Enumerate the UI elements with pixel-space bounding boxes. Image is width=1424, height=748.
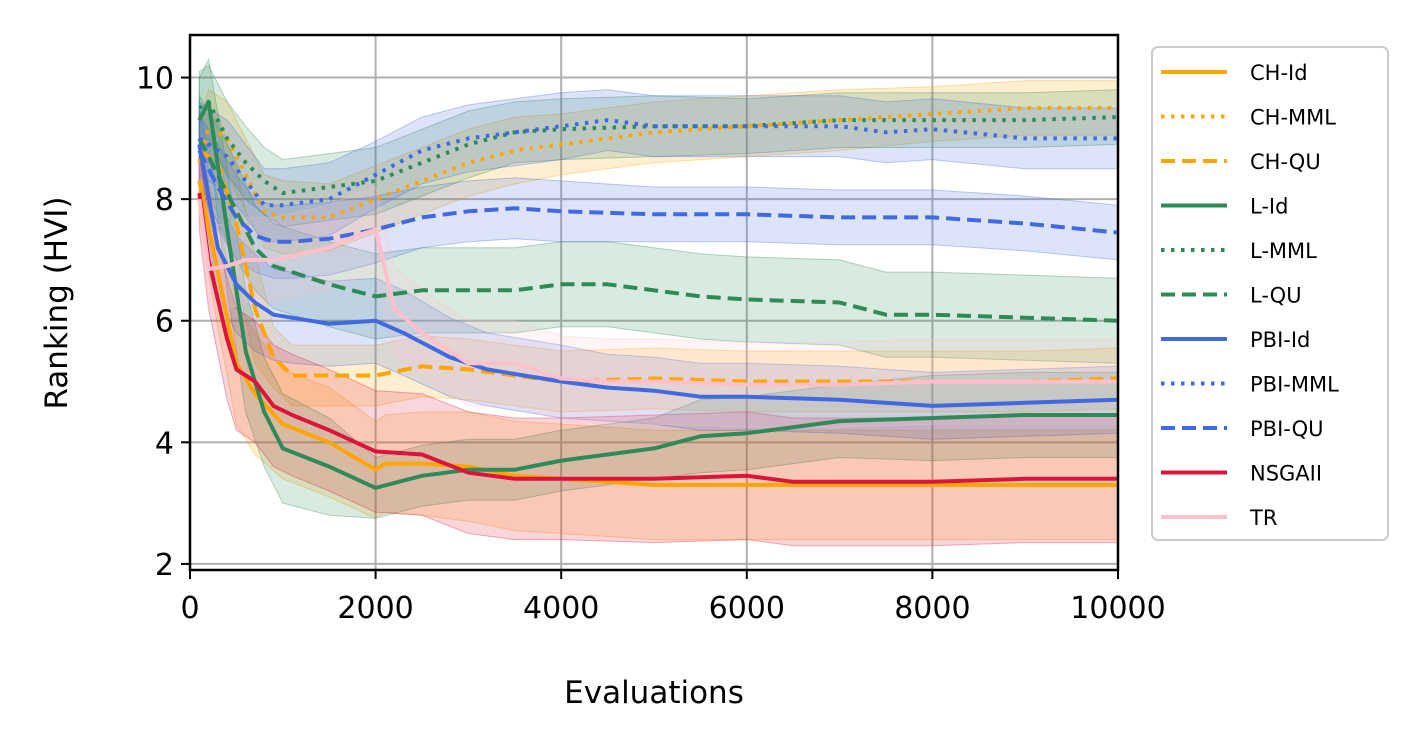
series-lines (197, 99, 1118, 490)
band-nsgaii (198, 156, 1118, 547)
y-tick-label: 10 (136, 62, 174, 97)
line-nsgaii (197, 192, 1118, 484)
legend-label-l-qu: L-QU (1250, 284, 1302, 308)
line-l-id (197, 99, 1118, 490)
legend-label-ch-qu: CH-QU (1250, 150, 1321, 174)
y-tick-label: 8 (155, 183, 174, 218)
legend-label-pbi-mml: PBI-MML (1250, 373, 1339, 397)
x-axis-ticks: 0 2000 4000 6000 8000 10000 (180, 570, 1166, 626)
band-tr (198, 162, 1118, 428)
band-pbi-qu (198, 112, 1118, 279)
line-l-mml (198, 99, 1118, 196)
line-tr (197, 198, 1118, 387)
x-tick-label: 2000 (337, 591, 413, 626)
y-axis-title: Ranking (HVI) (39, 196, 75, 409)
grid-lines (189, 35, 1119, 570)
band-l-mml (198, 64, 1118, 228)
band-pbi-mml (198, 89, 1118, 243)
line-pbi-qu (197, 149, 1118, 244)
band-l-qu (198, 94, 1118, 364)
legend-label-l-id: L-Id (1250, 195, 1288, 219)
y-tick-label: 6 (155, 305, 174, 340)
legend-label-nsgaii: NSGAII (1250, 462, 1322, 486)
plot-frame (188, 33, 1120, 572)
band-pbi-id (198, 107, 1118, 440)
y-tick-label: 2 (155, 548, 174, 583)
legend-label-ch-id: CH-Id (1250, 61, 1308, 85)
x-tick-label: 8000 (894, 591, 970, 626)
y-tick-label: 4 (155, 426, 174, 461)
legend-label-ch-mml: CH-MML (1250, 106, 1336, 130)
x-tick-label: 4000 (523, 591, 599, 626)
legend-label-pbi-qu: PBI-QU (1250, 417, 1324, 441)
legend: CH-Id CH-MML CH-QU L-Id L-MML L-QU PBI-Id PBI-M… (1151, 46, 1389, 541)
confidence-bands (198, 57, 1118, 547)
legend-label-tr: TR (1249, 506, 1277, 530)
x-axis-title: Evaluations (564, 675, 744, 711)
line-ch-mml (197, 106, 1118, 220)
band-ch-id (198, 144, 1118, 541)
band-ch-mml (198, 80, 1118, 255)
legend-label-pbi-id: PBI-Id (1250, 328, 1310, 352)
line-ch-qu (198, 148, 1118, 384)
legend-label-l-mml: L-MML (1250, 239, 1317, 263)
x-tick-label: 10000 (1070, 591, 1165, 626)
line-pbi-id (197, 144, 1118, 408)
x-tick-label: 6000 (709, 591, 785, 626)
x-tick-label: 0 (180, 591, 199, 626)
y-axis-ticks: 2 4 6 8 10 (136, 62, 190, 583)
legend-frame (1151, 46, 1389, 541)
line-l-qu (197, 137, 1118, 323)
